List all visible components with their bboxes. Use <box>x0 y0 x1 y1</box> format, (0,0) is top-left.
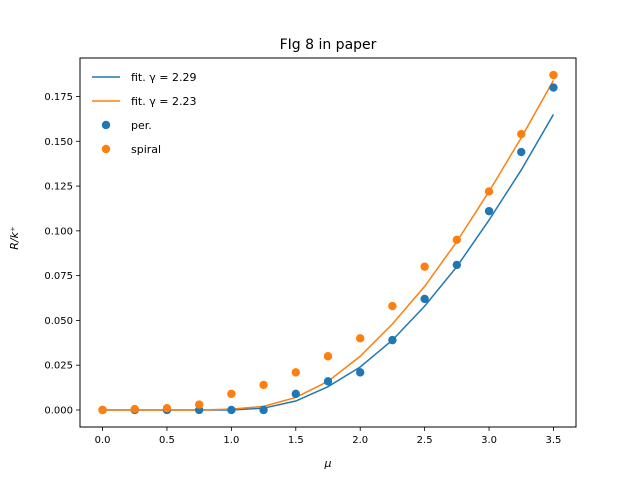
series-point-2 <box>452 260 462 270</box>
y-tick-label: 0.125 <box>44 182 73 193</box>
series-point-3 <box>452 235 462 245</box>
x-tick-label: 0.5 <box>159 435 175 446</box>
series-point-2 <box>388 335 397 345</box>
y-tick-label: 0.175 <box>44 92 73 103</box>
x-tick-label: 3.5 <box>546 435 562 446</box>
series-point-3 <box>484 187 494 196</box>
series-point-2 <box>227 405 236 415</box>
series-point-3 <box>356 334 365 343</box>
series-point-2 <box>291 389 300 399</box>
series-point-3 <box>549 70 558 80</box>
legend-label: fit. γ = 2.23 <box>131 95 196 108</box>
y-tick-label: 0.025 <box>44 361 73 372</box>
series-point-2 <box>517 147 526 157</box>
series-point-2 <box>356 368 365 377</box>
plot-area: 0.0 0.5 1.0 1.5 2.0 2.5 3.0 3.5 0.000 0.025 0.050 0… <box>44 70 562 446</box>
series-point-2 <box>259 405 268 415</box>
series-point-3 <box>130 404 139 414</box>
legend: fit. γ = 2.29 fit. γ = 2.23 per. spiral <box>92 71 196 156</box>
y-tick-label: 0.050 <box>44 316 73 327</box>
series-point-3 <box>162 403 172 413</box>
x-tick-label: 0.0 <box>95 435 111 446</box>
x-tick-label: 1.5 <box>288 435 304 446</box>
y-tick-label: 0.075 <box>44 271 73 282</box>
series-point-3 <box>227 389 236 399</box>
series-point-3 <box>323 352 333 361</box>
series-point-3 <box>291 368 300 377</box>
series-point-3 <box>517 129 526 139</box>
y-tick-label: 0.100 <box>44 226 73 237</box>
x-axis-label: μ <box>324 457 332 470</box>
chart-title: FIg 8 in paper <box>280 37 377 53</box>
series-point-2 <box>420 294 429 304</box>
series-point-2 <box>484 206 494 216</box>
series-point-3 <box>194 400 204 409</box>
series-point-3 <box>259 380 268 390</box>
x-tick-label: 3.0 <box>481 435 497 446</box>
y-axis-label: R/k⁺ <box>8 226 21 250</box>
series-point-3 <box>420 262 429 271</box>
y-tick-label: 0.000 <box>44 405 73 416</box>
axes-frame <box>79 57 577 428</box>
series-point-3 <box>98 405 107 415</box>
series-point-3 <box>388 301 397 311</box>
legend-marker-swatch <box>101 144 111 154</box>
x-tick-label: 1.0 <box>223 435 239 446</box>
legend-label: spiral <box>131 143 161 156</box>
legend-marker-swatch <box>101 120 111 130</box>
x-tick-label: 2.0 <box>352 435 368 446</box>
x-tick-label: 2.5 <box>417 435 433 446</box>
legend-label: per. <box>131 119 152 132</box>
series-point-2 <box>323 377 333 386</box>
series-point-2 <box>549 83 558 92</box>
y-tick-label: 0.150 <box>44 137 73 148</box>
legend-label: fit. γ = 2.29 <box>131 71 196 84</box>
